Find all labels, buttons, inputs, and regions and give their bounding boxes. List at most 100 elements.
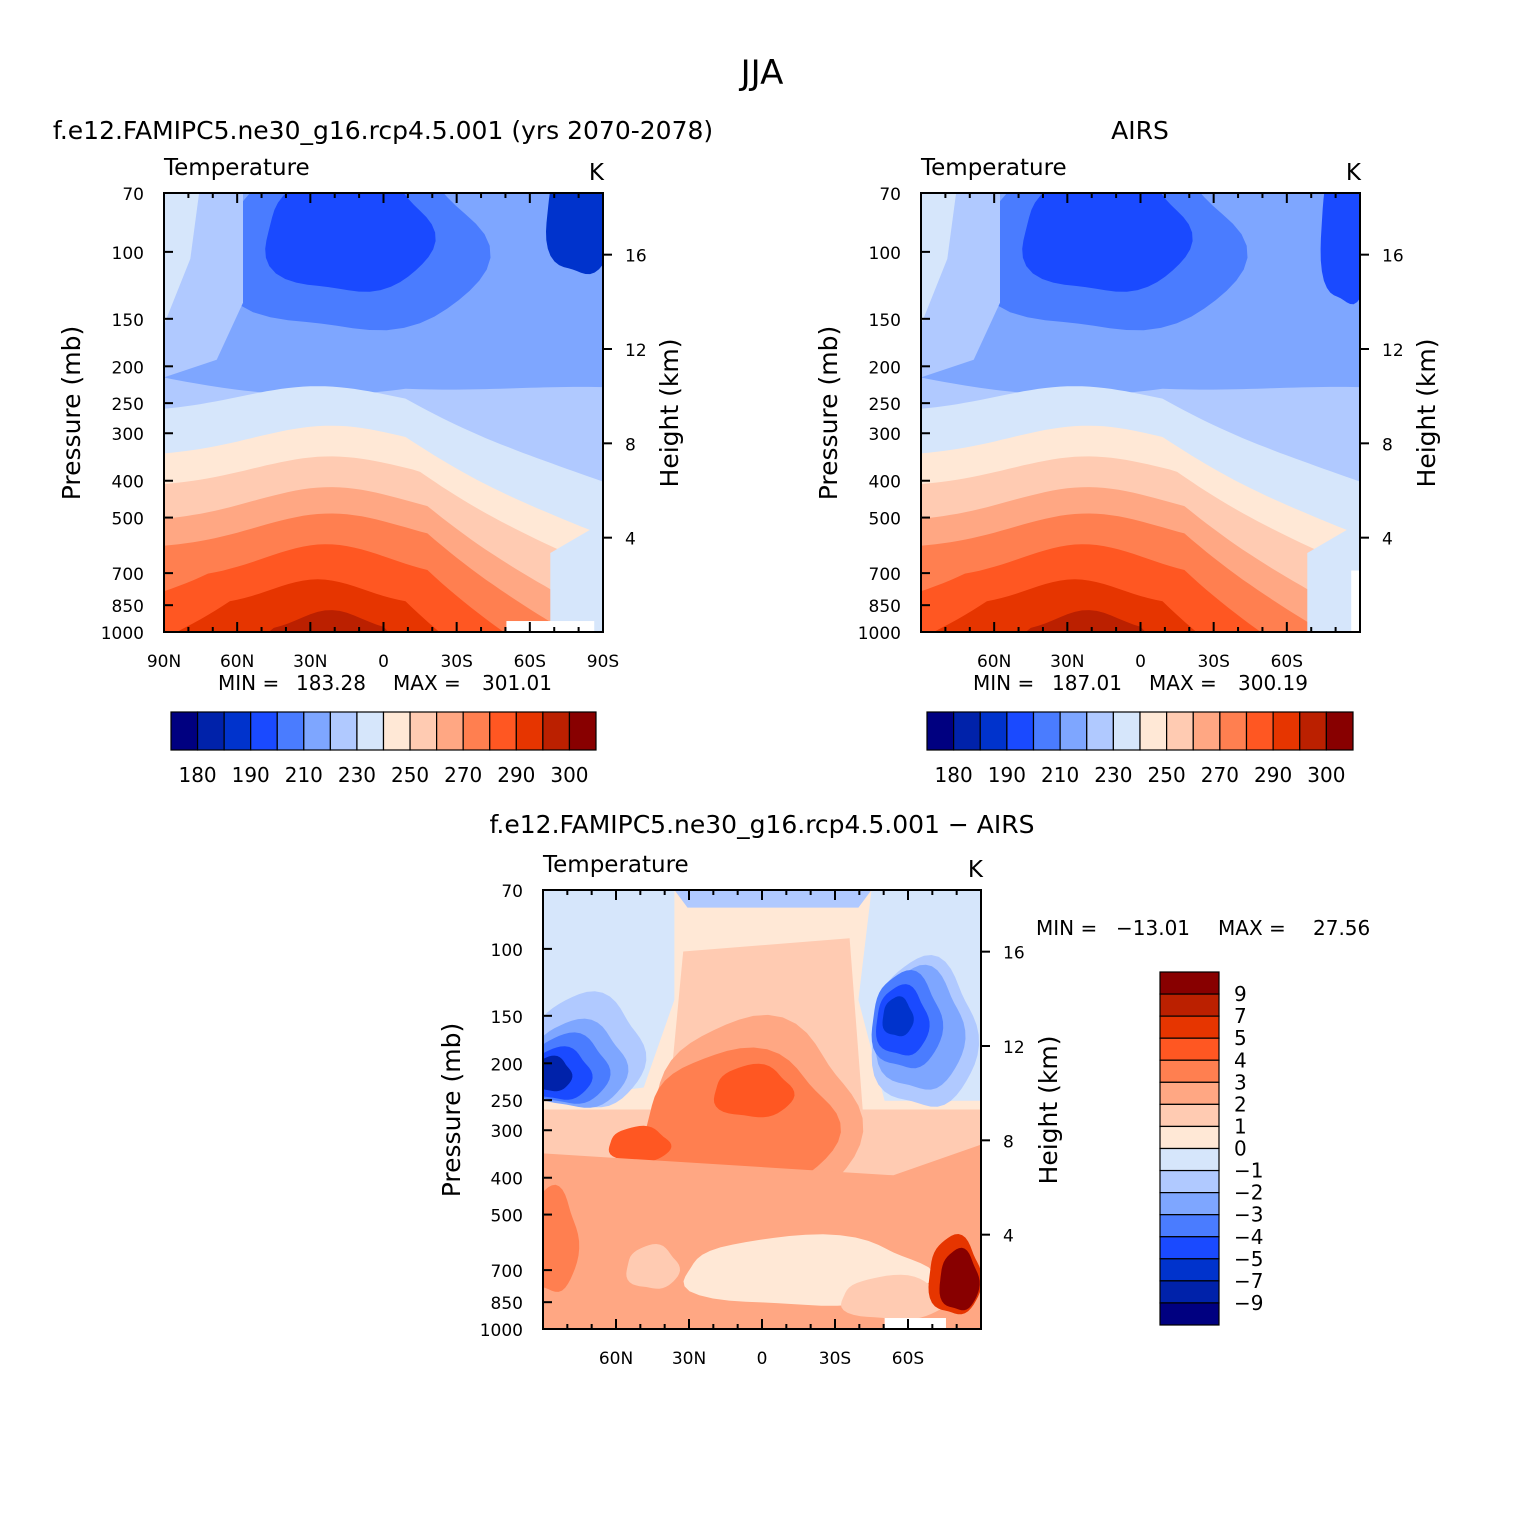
latitude-tick-label: 90N bbox=[147, 652, 181, 672]
colorbar-label: −7 bbox=[1234, 1269, 1263, 1293]
panel-diff-max-label: MAX = bbox=[1218, 916, 1286, 940]
colorbar-box bbox=[1159, 1147, 1220, 1172]
contour-band bbox=[882, 996, 914, 1037]
pressure-tick-label: 100 bbox=[112, 244, 144, 264]
colorbar-box bbox=[1159, 1059, 1220, 1083]
colorbar-box bbox=[1159, 1037, 1220, 1061]
colorbar-label: −5 bbox=[1234, 1247, 1263, 1271]
contour-band bbox=[644, 1047, 841, 1191]
panel-airs-min-label: MIN = bbox=[973, 671, 1034, 695]
contour-band bbox=[543, 1055, 573, 1092]
panel-diff-y2label: Height (km) bbox=[1034, 1036, 1063, 1185]
pressure-tick-label: 100 bbox=[491, 941, 523, 961]
colorbar-label: 210 bbox=[285, 763, 323, 787]
colorbar-box bbox=[1112, 711, 1141, 751]
colorbar-box bbox=[1032, 711, 1061, 751]
latitude-tick-label: 30N bbox=[1050, 652, 1084, 672]
colorbar-box bbox=[329, 711, 358, 751]
colorbar-label: 230 bbox=[1094, 763, 1132, 787]
polar-core bbox=[546, 193, 603, 275]
pressure-tick-label: 1000 bbox=[858, 624, 901, 644]
panel-diff-max-value: 27.56 bbox=[1313, 916, 1370, 940]
colorbar-box bbox=[489, 711, 517, 751]
colorbar-label: 190 bbox=[988, 763, 1026, 787]
colorbar-box bbox=[1192, 711, 1221, 751]
panel-model-units: K bbox=[589, 160, 605, 186]
contour-band bbox=[543, 1184, 580, 1292]
latitude-tick-label: 60N bbox=[220, 652, 254, 672]
colorbar-box bbox=[1086, 711, 1114, 751]
colorbar-box bbox=[250, 711, 278, 751]
panel-diff-min-label: MIN = bbox=[1036, 916, 1097, 940]
panel-model-min-value: 183.28 bbox=[296, 671, 366, 695]
pressure-tick-label: 400 bbox=[869, 473, 901, 493]
colorbar-box bbox=[170, 711, 199, 751]
colorbar-label: 9 bbox=[1234, 982, 1247, 1006]
colorbar-label: −3 bbox=[1234, 1203, 1263, 1227]
colorbar-box bbox=[542, 711, 571, 751]
panel-airs-max-label: MAX = bbox=[1149, 671, 1217, 695]
pressure-tick-label: 200 bbox=[491, 1055, 523, 1075]
colorbar-box bbox=[1159, 1081, 1220, 1105]
height-tick-label: 8 bbox=[625, 435, 636, 455]
colorbar-label: 3 bbox=[1234, 1070, 1247, 1094]
colorbar-box bbox=[1159, 993, 1220, 1017]
pressure-tick-label: 200 bbox=[869, 358, 901, 378]
height-tick-label: 16 bbox=[625, 247, 647, 267]
panel-airs-colorbar: 180 190 210 230 250 270 290 300 bbox=[926, 711, 1354, 787]
pressure-tick-label: 700 bbox=[491, 1262, 523, 1282]
tropopause-core bbox=[1022, 193, 1193, 292]
latitude-tick-label: 60S bbox=[1271, 652, 1303, 672]
panel-diff-contour-field bbox=[543, 890, 981, 1329]
panel-airs-units: K bbox=[1346, 160, 1362, 186]
pressure-tick-label: 850 bbox=[112, 597, 144, 617]
pressure-tick-label: 500 bbox=[491, 1207, 523, 1227]
tropopause-core bbox=[265, 193, 436, 292]
missing-data bbox=[884, 1318, 946, 1329]
pressure-tick-label: 400 bbox=[112, 473, 144, 493]
colorbar-label: −1 bbox=[1234, 1159, 1263, 1183]
pressure-tick-label: 70 bbox=[122, 185, 144, 205]
colorbar-box bbox=[1159, 1192, 1220, 1216]
latitude-tick-label: 30N bbox=[293, 652, 327, 672]
colorbar-label: 180 bbox=[935, 763, 973, 787]
height-tick-label: 12 bbox=[1382, 341, 1404, 361]
pressure-tick-label: 70 bbox=[501, 882, 523, 902]
panel-airs-axes: 70 100 150 200 250 300 400 500 700 850 1000 16 12 8 4 6… bbox=[858, 185, 1404, 672]
latitude-tick-label: 30S bbox=[1197, 652, 1229, 672]
polar-core bbox=[1320, 193, 1360, 305]
panel-airs-y2label: Height (km) bbox=[1412, 339, 1441, 488]
colorbar-box bbox=[196, 711, 225, 751]
colorbar-label: 290 bbox=[497, 763, 535, 787]
colorbar-box bbox=[568, 711, 597, 751]
panel-model-axes: 70 100 150 200 250 300 400 500 700 850 1000 16 12 8 4 9… bbox=[101, 185, 647, 672]
latitude-tick-label: 30N bbox=[672, 1349, 706, 1369]
colorbar-box bbox=[1159, 1258, 1220, 1282]
contour-band bbox=[268, 610, 389, 632]
colorbar-box bbox=[953, 711, 981, 751]
colorbar-box bbox=[1059, 711, 1088, 751]
pressure-tick-label: 300 bbox=[112, 425, 144, 445]
pressure-tick-label: 150 bbox=[112, 311, 144, 331]
colorbar-box bbox=[515, 711, 544, 751]
panel-model-title: f.e12.FAMIPC5.ne30_g16.rcp4.5.001 (yrs 2… bbox=[53, 116, 713, 145]
colorbar-box bbox=[1272, 711, 1301, 751]
panel-model-colorbar: 180 190 210 230 250 270 290 300 bbox=[170, 711, 597, 787]
latitude-tick-label: 60S bbox=[514, 652, 546, 672]
colorbar-label: 5 bbox=[1234, 1026, 1247, 1050]
panel-airs-min-value: 187.01 bbox=[1052, 671, 1122, 695]
panel-diff-title: f.e12.FAMIPC5.ne30_g16.rcp4.5.001 − AIRS bbox=[489, 810, 1034, 839]
contour-band bbox=[164, 193, 200, 325]
colorbar-label: 0 bbox=[1234, 1137, 1247, 1161]
missing-data bbox=[1351, 570, 1360, 632]
latitude-tick-label: 0 bbox=[378, 652, 389, 672]
colorbar-box bbox=[409, 711, 438, 751]
colorbar-label: 210 bbox=[1041, 763, 1079, 787]
colorbar-label: 1 bbox=[1234, 1114, 1247, 1138]
colorbar-label: 250 bbox=[391, 763, 429, 787]
panel-model-left-string: Temperature bbox=[163, 155, 310, 181]
colorbar-label: 270 bbox=[444, 763, 482, 787]
panel-airs: AIRS Temperature K 70 100 150 200 250 300 400 5… bbox=[814, 116, 1441, 787]
contour-band bbox=[626, 1244, 680, 1289]
